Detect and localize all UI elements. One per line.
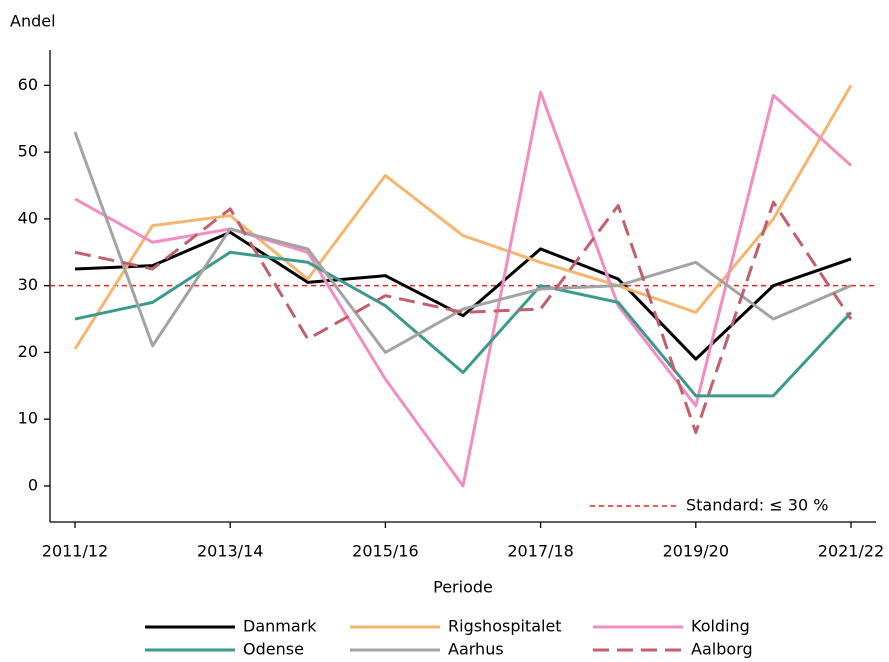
series-line <box>74 200 853 435</box>
x-tick-label: 2011/12 <box>42 542 108 561</box>
reference-label: Standard: ≤ 30 % <box>686 496 828 515</box>
legend-label: Danmark <box>243 617 317 636</box>
y-tick-label: 30 <box>18 275 38 294</box>
y-tick-label: 60 <box>18 75 38 94</box>
legend-label: Odense <box>243 640 304 659</box>
y-tick-label: 50 <box>18 142 38 161</box>
legend-label: Aalborg <box>691 640 753 659</box>
y-axis-label: Andel <box>10 12 56 31</box>
legend-label: Aarhus <box>448 640 504 659</box>
x-axis-label: Periode <box>433 578 493 597</box>
x-tick-label: 2017/18 <box>507 542 573 561</box>
legend-label: Rigshospitalet <box>448 617 562 636</box>
y-tick-label: 0 <box>28 475 38 494</box>
series-line <box>74 230 852 361</box>
x-tick-label: 2021/22 <box>818 542 884 561</box>
legend-label: Kolding <box>691 617 750 636</box>
y-tick-label: 20 <box>18 342 38 361</box>
y-tick-label: 10 <box>18 409 38 428</box>
x-tick-label: 2015/16 <box>352 542 418 561</box>
series-line <box>74 90 853 488</box>
y-tick-label: 40 <box>18 208 38 227</box>
x-tick-label: 2013/14 <box>197 542 263 561</box>
series-line <box>73 131 852 354</box>
x-tick-label: 2019/20 <box>663 542 729 561</box>
